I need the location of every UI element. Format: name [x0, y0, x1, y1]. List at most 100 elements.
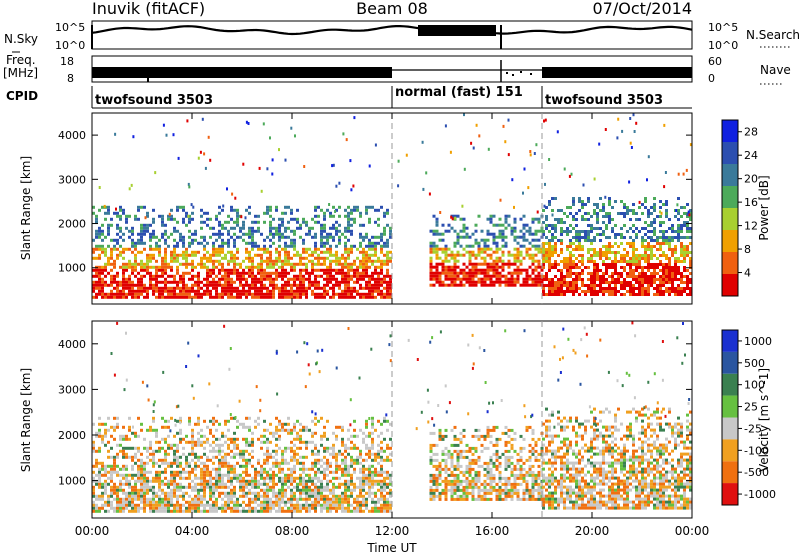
- echo-cell: [545, 242, 548, 245]
- echo-cell: [152, 266, 155, 269]
- echo-cell: [182, 206, 185, 209]
- echo-cell: [185, 471, 188, 474]
- echo-cell: [538, 218, 541, 221]
- echo-cell: [359, 272, 362, 275]
- echo-cell: [674, 248, 677, 251]
- echo-cell: [95, 459, 98, 462]
- echo-cell: [653, 233, 656, 236]
- echo-cell: [478, 278, 481, 281]
- echo-cell: [511, 284, 514, 287]
- echo-cell: [647, 290, 650, 293]
- echo-cell: [113, 417, 116, 420]
- echo-cell: [487, 284, 490, 287]
- echo-cell: [125, 477, 128, 480]
- echo-cell: [149, 501, 152, 504]
- echo-cell: [299, 296, 302, 299]
- echo-cell: [119, 444, 122, 447]
- echo-cell: [218, 486, 221, 489]
- echo-cell: [338, 453, 341, 456]
- station-title: Inuvik (fitACF): [92, 0, 205, 18]
- echo-cell: [599, 251, 602, 254]
- echo-cell: [433, 242, 436, 245]
- echo-cell: [602, 233, 605, 236]
- echo-cell: [101, 278, 104, 281]
- echo-cell: [179, 233, 182, 236]
- echo-cell: [611, 218, 614, 221]
- echo-cell: [104, 480, 107, 483]
- echo-cell: [215, 480, 218, 483]
- echo-cell: [284, 248, 287, 251]
- echo-cell: [176, 483, 179, 486]
- echo-cell: [140, 224, 143, 227]
- echo-cell: [239, 275, 242, 278]
- echo-cell: [275, 483, 278, 486]
- echo-cell: [287, 501, 290, 504]
- echo-cell: [122, 447, 125, 450]
- echo-cell: [227, 275, 230, 278]
- echo-cell: [155, 432, 158, 435]
- echo-cell: [101, 269, 104, 272]
- echo-cell: [311, 450, 314, 453]
- echo-cell: [329, 215, 332, 218]
- echo-cell: [575, 212, 578, 215]
- echo-cell: [374, 272, 377, 275]
- echo-cell: [284, 257, 287, 260]
- echo-cell: [504, 140, 506, 143]
- echo-cell: [242, 483, 245, 486]
- echo-cell: [341, 296, 344, 299]
- echo-cell: [299, 510, 302, 513]
- echo-cell: [95, 269, 98, 272]
- echo-cell: [481, 257, 484, 260]
- echo-cell: [197, 281, 200, 284]
- echo-cell: [317, 450, 320, 453]
- echo-cell: [362, 224, 365, 227]
- echo-cell: [487, 230, 490, 233]
- echo-cell: [191, 284, 194, 287]
- echo-cell: [314, 423, 317, 426]
- echo-cell: [248, 510, 251, 513]
- echo-cell: [212, 251, 215, 254]
- echo-cell: [350, 489, 353, 492]
- echo-cell: [98, 281, 101, 284]
- echo-cell: [182, 263, 185, 266]
- echo-cell: [365, 492, 368, 495]
- echo-cell: [296, 287, 299, 290]
- echo-cell: [377, 462, 380, 465]
- echo-cell: [284, 287, 287, 290]
- echo-cell: [590, 284, 593, 287]
- echo-cell: [623, 278, 626, 281]
- echo-cell: [176, 269, 179, 272]
- echo-cell: [359, 263, 362, 266]
- echo-cell: [194, 444, 197, 447]
- echo-cell: [353, 281, 356, 284]
- echo-cell: [335, 260, 338, 263]
- echo-cell: [548, 269, 551, 272]
- echo-cell: [311, 227, 314, 230]
- echo-cell: [212, 269, 215, 272]
- echo-cell: [383, 296, 386, 299]
- echo-cell: [167, 290, 170, 293]
- echo-cell: [152, 293, 155, 296]
- echo-cell: [188, 465, 191, 468]
- echo-cell: [572, 218, 575, 221]
- echo-cell: [202, 118, 204, 121]
- echo-cell: [335, 456, 338, 459]
- echo-cell: [650, 257, 653, 260]
- echo-cell: [191, 251, 194, 254]
- echo-cell: [602, 209, 605, 212]
- echo-cell: [359, 477, 362, 480]
- echo-cell: [665, 171, 667, 174]
- echo-cell: [272, 495, 275, 498]
- echo-cell: [629, 287, 632, 290]
- echo-cell: [98, 474, 101, 477]
- echo-cell: [239, 284, 242, 287]
- echo-cell: [632, 257, 635, 260]
- echo-cell: [320, 459, 323, 462]
- echo-cell: [275, 429, 278, 432]
- echo-cell: [215, 260, 218, 263]
- echo-cell: [436, 251, 439, 254]
- echo-cell: [272, 263, 275, 266]
- echo-cell: [242, 495, 245, 498]
- echo-cell: [359, 501, 362, 504]
- echo-cell: [209, 218, 212, 221]
